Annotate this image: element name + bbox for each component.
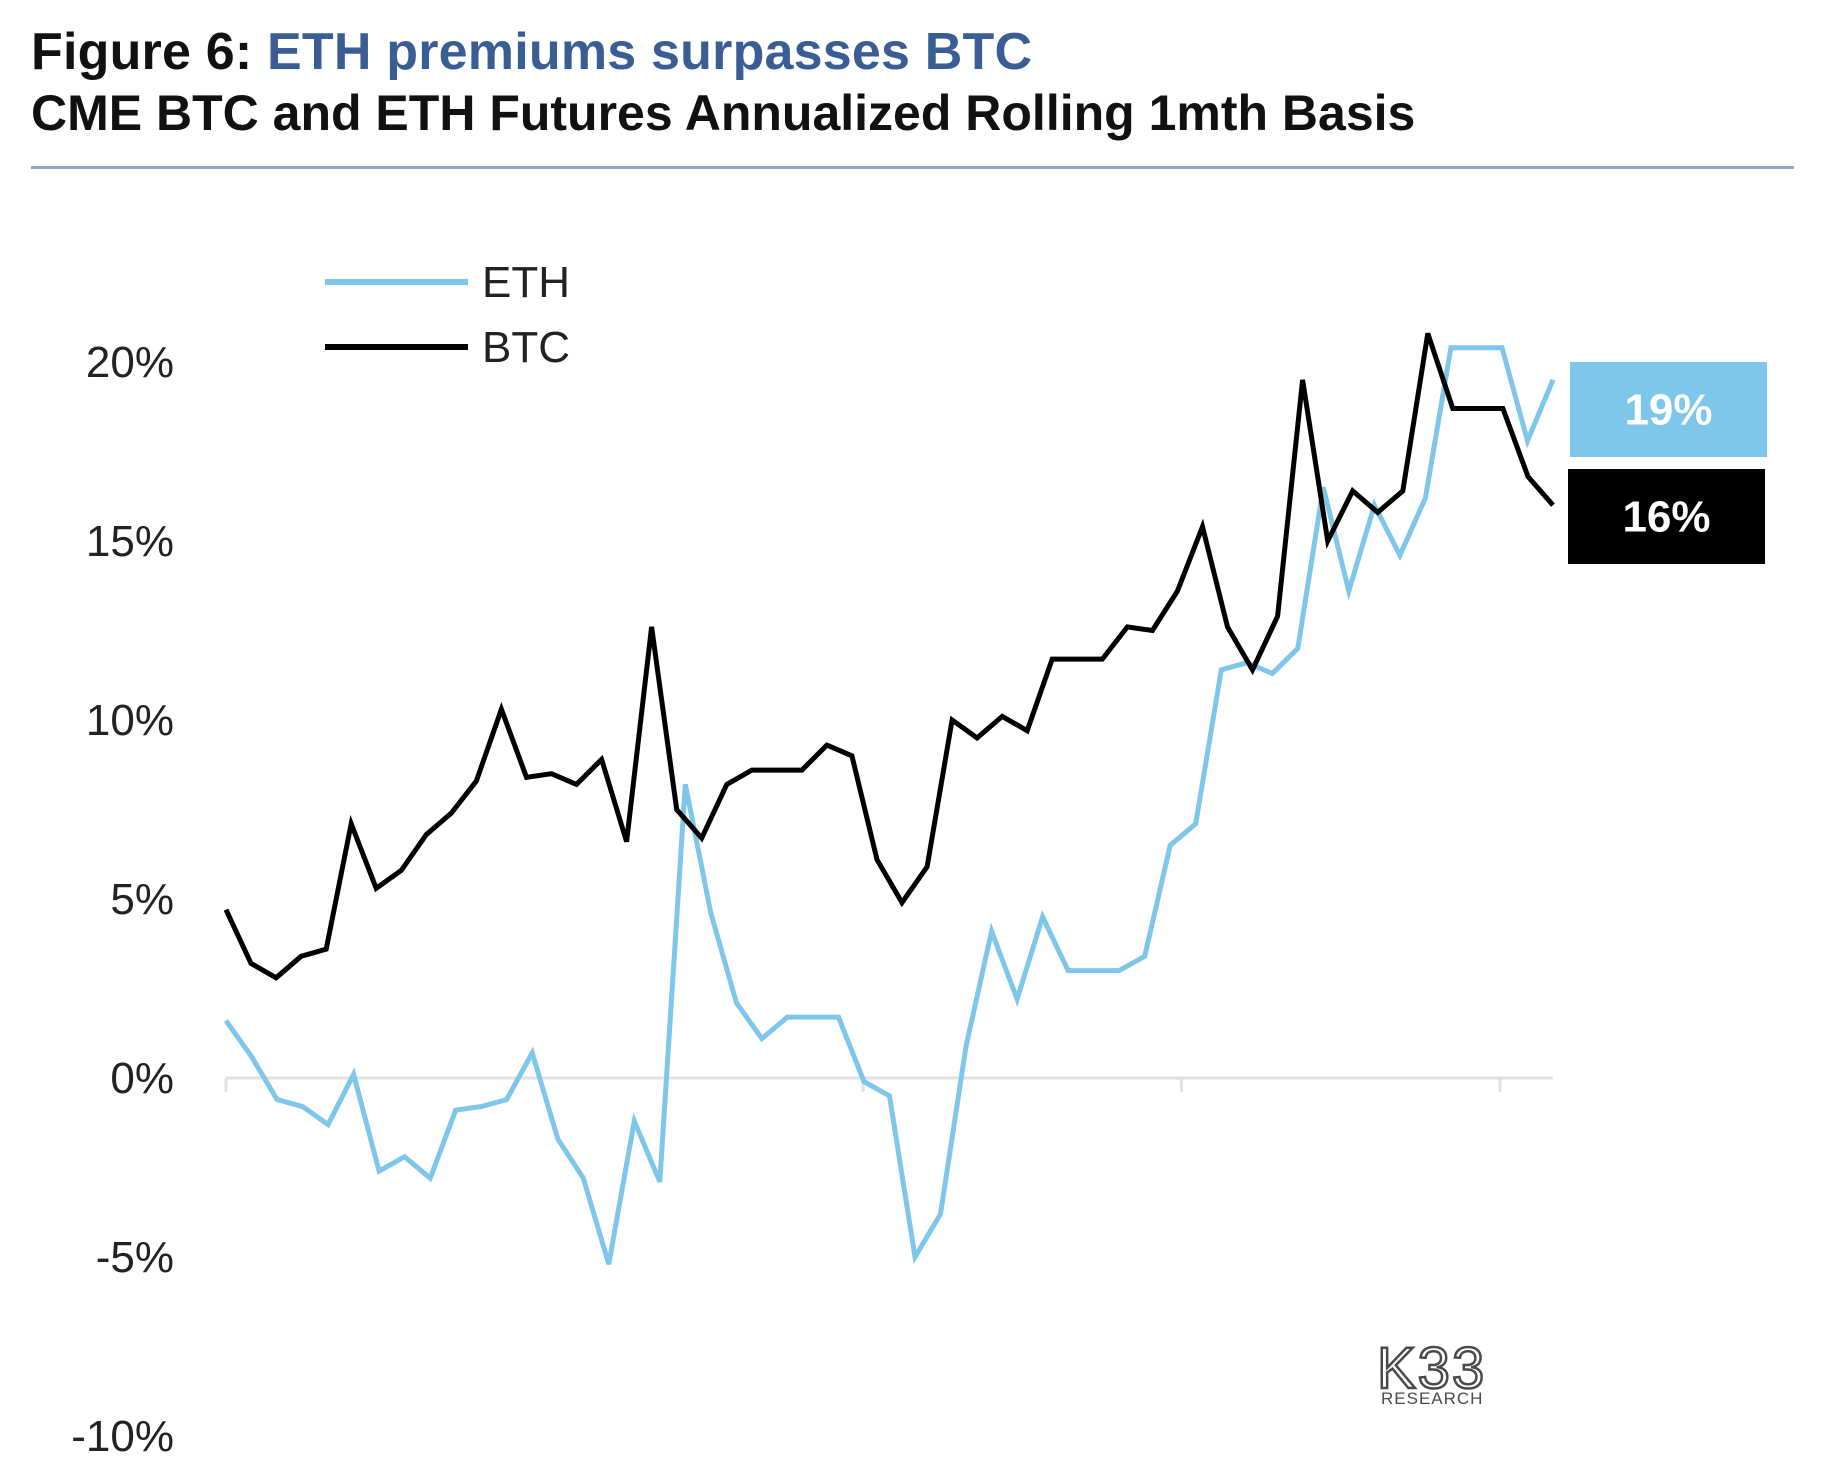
y-axis: 20% 15% 10% 5% 0% -5% -10% bbox=[71, 338, 174, 1461]
y-tick-label: 10% bbox=[86, 696, 174, 745]
end-value-label-eth: 19% bbox=[1624, 386, 1712, 435]
legend-label-btc: BTC bbox=[482, 323, 570, 372]
y-tick-label: 15% bbox=[86, 517, 174, 566]
title-accent: ETH premiums surpasses BTC bbox=[267, 23, 1033, 81]
end-label-box-eth bbox=[1570, 362, 1767, 457]
y-tick-label: 20% bbox=[86, 338, 174, 387]
logo-text: K33 bbox=[1377, 1336, 1486, 1401]
y-tick-label: 5% bbox=[110, 875, 174, 924]
series-layer bbox=[223, 332, 1556, 1265]
k33-logo: K33 RESEARCH bbox=[1376, 1335, 1486, 1408]
series-line-btc bbox=[223, 332, 1555, 981]
title-divider bbox=[31, 166, 1794, 169]
y-tick-label: 0% bbox=[110, 1054, 174, 1103]
figure-number: Figure 6: bbox=[31, 23, 268, 81]
y-tick-label: -5% bbox=[96, 1233, 174, 1282]
legend-label-eth: ETH bbox=[482, 258, 570, 307]
chart-subtitle: CME BTC and ETH Futures Annualized Rolli… bbox=[31, 85, 1416, 141]
y-tick-label: -10% bbox=[71, 1412, 174, 1461]
end-labels: 19% 16% bbox=[1568, 362, 1767, 564]
legend: ETH BTC bbox=[325, 258, 570, 372]
end-label-box-btc bbox=[1568, 469, 1765, 564]
logo-subtext: RESEARCH bbox=[1381, 1389, 1483, 1408]
series-line-eth bbox=[223, 345, 1556, 1265]
end-value-label-btc: 16% bbox=[1622, 493, 1710, 542]
chart-title: Figure 6: ETH premiums surpasses BTC bbox=[31, 22, 1032, 82]
